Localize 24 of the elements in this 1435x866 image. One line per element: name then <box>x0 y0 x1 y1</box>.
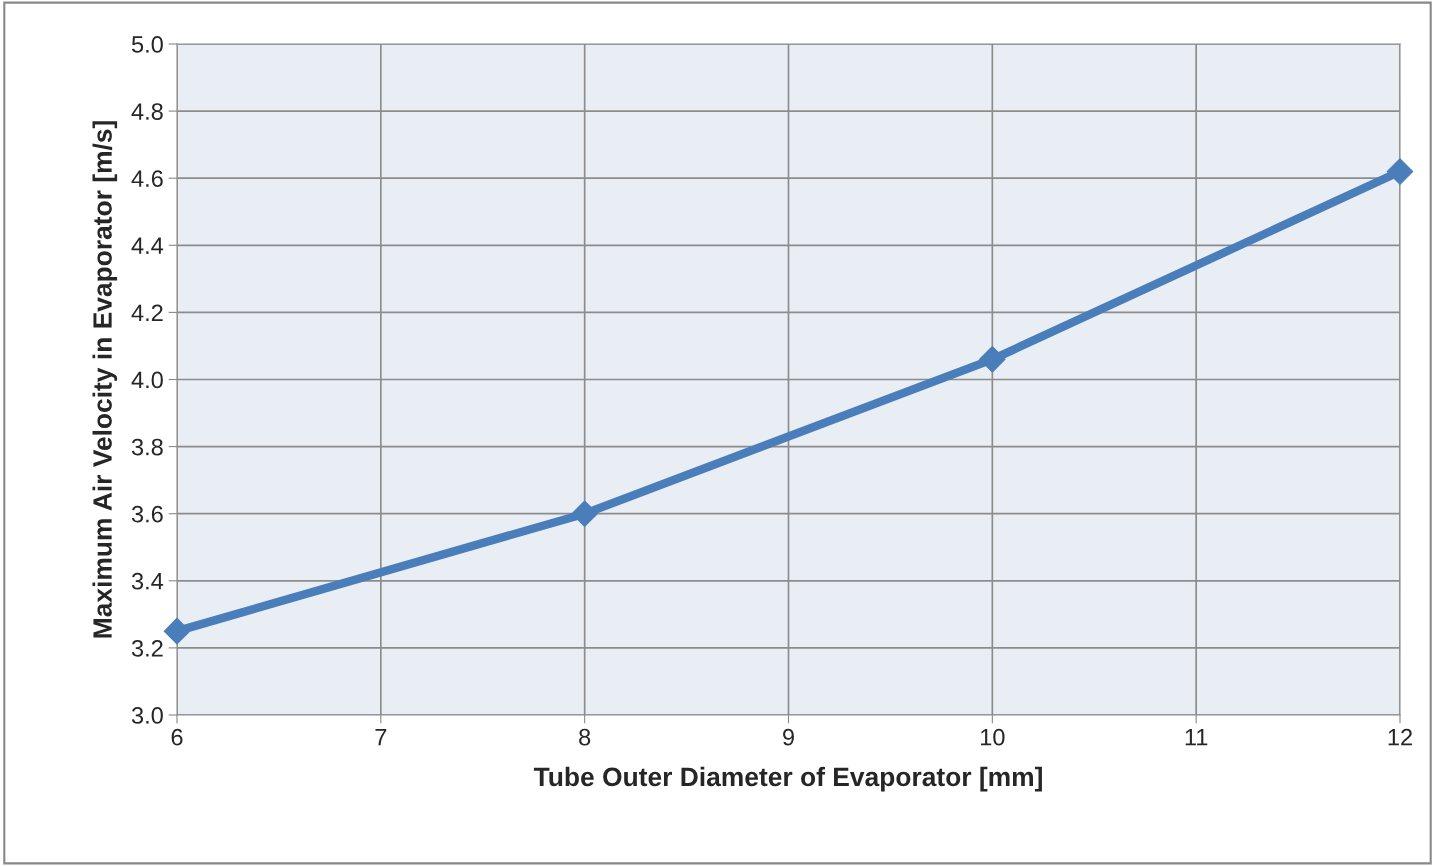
x-tick-label: 7 <box>375 729 387 746</box>
point <box>979 346 1006 373</box>
point <box>1386 158 1414 185</box>
y-tick-label: 3.6 <box>131 505 163 523</box>
y-tick-label: 3.4 <box>131 572 164 590</box>
y-tick-label: 3.0 <box>131 707 163 724</box>
x-tick-label: 10 <box>981 728 1005 746</box>
y-tick-label: 3.2 <box>131 639 163 657</box>
x-tick-label: 6 <box>171 728 183 746</box>
y-tick-label: 4.4 <box>131 237 164 254</box>
x-tick-label: 8 <box>579 728 591 746</box>
x-axis-title: Tube Outer Diameter of Evaporator [mm] <box>533 766 1042 792</box>
y-tick-label: 4.2 <box>131 304 163 321</box>
y-axis-title: Maximum Air Velocity in Evaporator [m/s] <box>92 121 118 638</box>
y-tick-label: 5.0 <box>131 36 163 53</box>
point <box>571 500 598 527</box>
x-tick-label: 9 <box>783 728 794 746</box>
y-tick-label: 3.8 <box>131 438 163 456</box>
y-tick-label: 4.6 <box>131 170 163 187</box>
x-tick-label: 11 <box>1185 729 1208 746</box>
y-tick-label: 4.0 <box>131 371 163 389</box>
point <box>163 617 191 645</box>
x-tick-label: 12 <box>1388 728 1412 746</box>
y-tick-label: 4.8 <box>131 103 163 120</box>
